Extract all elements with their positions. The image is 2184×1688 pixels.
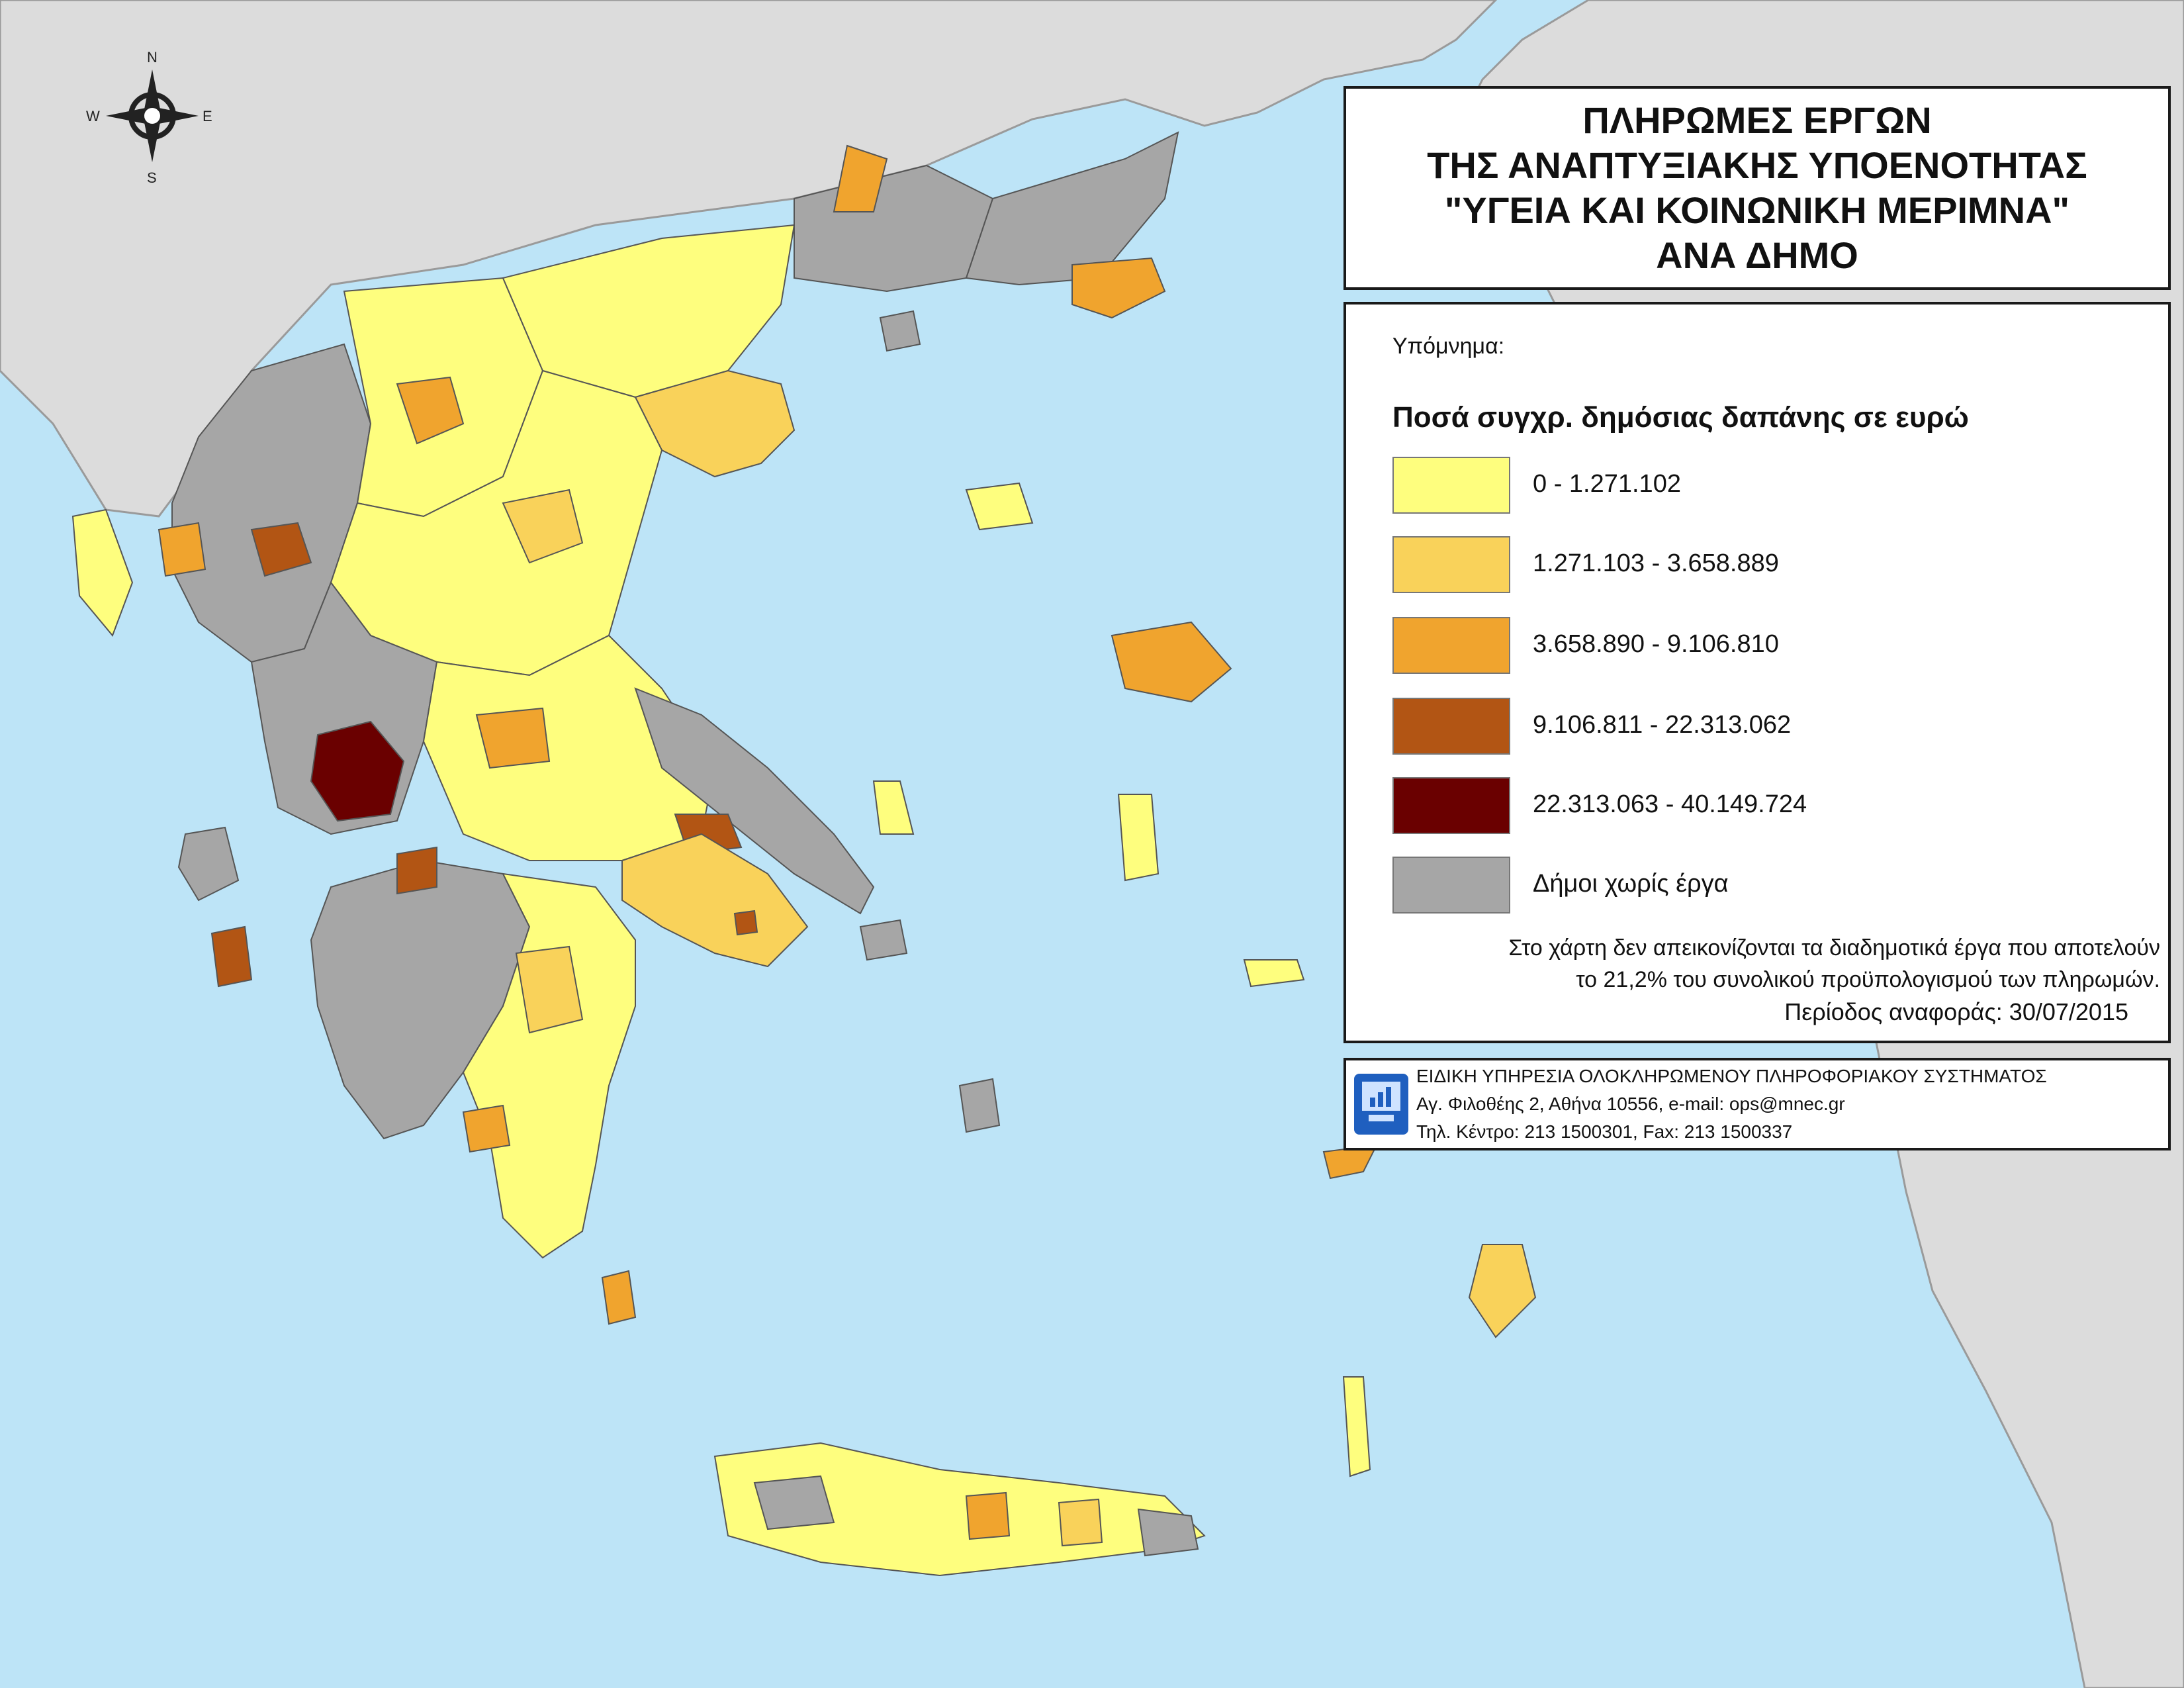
legend-note: Στο χάρτη δεν απεικονίζονται τα διαδημοτ… [1353,932,2160,996]
island-thasos [879,310,921,352]
legend-note-line-2: το 21,2% του συνολικού προϋπολογισμού τω… [1576,967,2160,992]
island-chios [1117,794,1160,882]
municipality-tripoli [515,945,584,1034]
legend-panel: Υπόμνημα: Ποσά συγχρ. δημόσιας δαπάνης σ… [1343,302,2171,1043]
footer-phones: Τηλ. Κέντρο: 213 1500301, Fax: 213 15003… [1416,1121,1793,1142]
municipality-patra [396,846,437,895]
municipality-sitia [1137,1508,1199,1557]
legend-subheading: Ποσά συγχρ. δημόσιας δαπάνης σε ευρώ [1392,401,1969,434]
municipality-kastoria [396,376,465,445]
legend-swatch-no-projects [1392,857,1510,914]
island-karpathos [1342,1376,1371,1477]
municipality-heraklion [965,1491,1011,1540]
title-panel: ΠΛΗΡΩΜΕΣ ΕΡΓΩΝ ΤΗΣ ΑΝΑΠΤΥΞΙΑΚΗΣ ΥΠΟΕΝΟΤΗ… [1343,86,2171,290]
legend-item-class-4: 9.106.811 - 22.313.062 [1392,698,2120,757]
footer-address: Αγ. Φιλοθέης 2, Αθήνα 10556, e-mail: ops… [1416,1094,1845,1114]
legend-label-class-2: 1.271.103 - 3.658.889 [1533,549,1779,577]
municipality-ierapetra [1058,1498,1103,1547]
region-peloponnese-east [462,872,636,1259]
compass-e: E [203,108,212,124]
footer-organization: ΕΙΔΙΚΗ ΥΠΗΡΕΣΙΑ ΟΛΟΚΛΗΡΩΜΕΝΟΥ ΠΛΗΡΟΦΟΡΙΑ… [1416,1066,2047,1086]
legend-swatch-class-4 [1392,698,1510,755]
footer-panel: ΕΙΔΙΚΗ ΥΠΗΡΕΣΙΑ ΟΛΟΚΛΗΡΩΜΕΝΟΥ ΠΛΗΡΟΦΟΡΙΑ… [1343,1058,2171,1150]
organization-logo-icon [1354,1074,1408,1135]
compass-w: W [86,108,100,124]
legend-heading: Υπόμνημα: [1392,334,1505,359]
island-skyros [872,780,915,835]
region-thrace [965,131,1179,286]
island-lesvos [1111,621,1232,703]
municipality-igoumenitsa [158,522,206,577]
compass-s: S [147,169,157,186]
region-peloponnese-west [310,859,531,1140]
municipality-ioannina [250,522,312,577]
legend-swatch-class-5 [1392,777,1510,834]
compass-n: N [147,49,158,66]
island-naxos [958,1078,1001,1133]
title-line-1: ΠΛΗΡΩΜΕΣ ΕΡΓΩΝ [1582,99,1932,141]
municipality-chania-grey [753,1475,835,1530]
municipality-monemvasia [462,1104,511,1153]
municipality-larisa [502,489,584,564]
legend-label-no-projects: Δήμοι χωρίς έργα [1533,870,1729,898]
title-line-2: ΤΗΣ ΑΝΑΠΤΥΞΙΑΚΗΣ ΥΠΟΕΝΟΤΗΤΑΣ [1427,144,2087,186]
island-rhodes [1468,1244,1537,1338]
legend-item-class-1: 0 - 1.271.102 [1392,457,2120,516]
municipality-kythira [601,1270,637,1325]
legend-note-line-1: Στο χάρτη δεν απεικονίζονται τα διαδημοτ… [1508,935,2160,961]
compass-rose: N S E W [86,49,212,186]
legend-label-class-1: 0 - 1.271.102 [1533,470,1681,498]
island-kefalonia [177,826,240,902]
legend-item-class-3: 3.658.890 - 9.106.810 [1392,617,2120,677]
title-line-3: "ΥΓΕΙΑ ΚΑΙ ΚΟΙΝΩΝΙΚΗ ΜΕΡΙΜΝΑ" [1444,189,2070,231]
municipality-xanthi [833,144,888,212]
legend-swatch-class-1 [1392,457,1510,514]
region-attica [621,833,809,968]
municipality-athens [733,910,758,936]
legend-label-class-3: 3.658.890 - 9.106.810 [1533,630,1779,658]
title-line-4: ΑΝΑ ΔΗΜΟ [1656,234,1858,276]
island-samos [1243,959,1305,988]
region-chalkidiki [634,369,796,478]
legend-swatch-class-2 [1392,536,1510,593]
municipality-lamia [475,707,551,769]
island-zakynthos [210,925,253,988]
legend-label-class-5: 22.313.063 - 40.149.724 [1533,790,1807,818]
legend-item-no-projects: Δήμοι χωρίς έργα [1392,857,2120,916]
municipality-alexandroupoli [1071,257,1166,319]
legend-item-class-5: 22.313.063 - 40.149.724 [1392,777,2120,837]
island-corfu [71,508,134,637]
legend-label-class-4: 9.106.811 - 22.313.062 [1533,711,1792,739]
island-limnos [965,482,1034,531]
reporting-period: Περίοδος αναφοράς: 30/07/2015 [1784,998,2128,1025]
region-evia [634,687,875,915]
island-andros [859,919,908,961]
legend-item-class-2: 1.271.103 - 3.658.889 [1392,536,2120,596]
legend-swatch-class-3 [1392,617,1510,674]
municipality-agrinio [310,720,405,822]
